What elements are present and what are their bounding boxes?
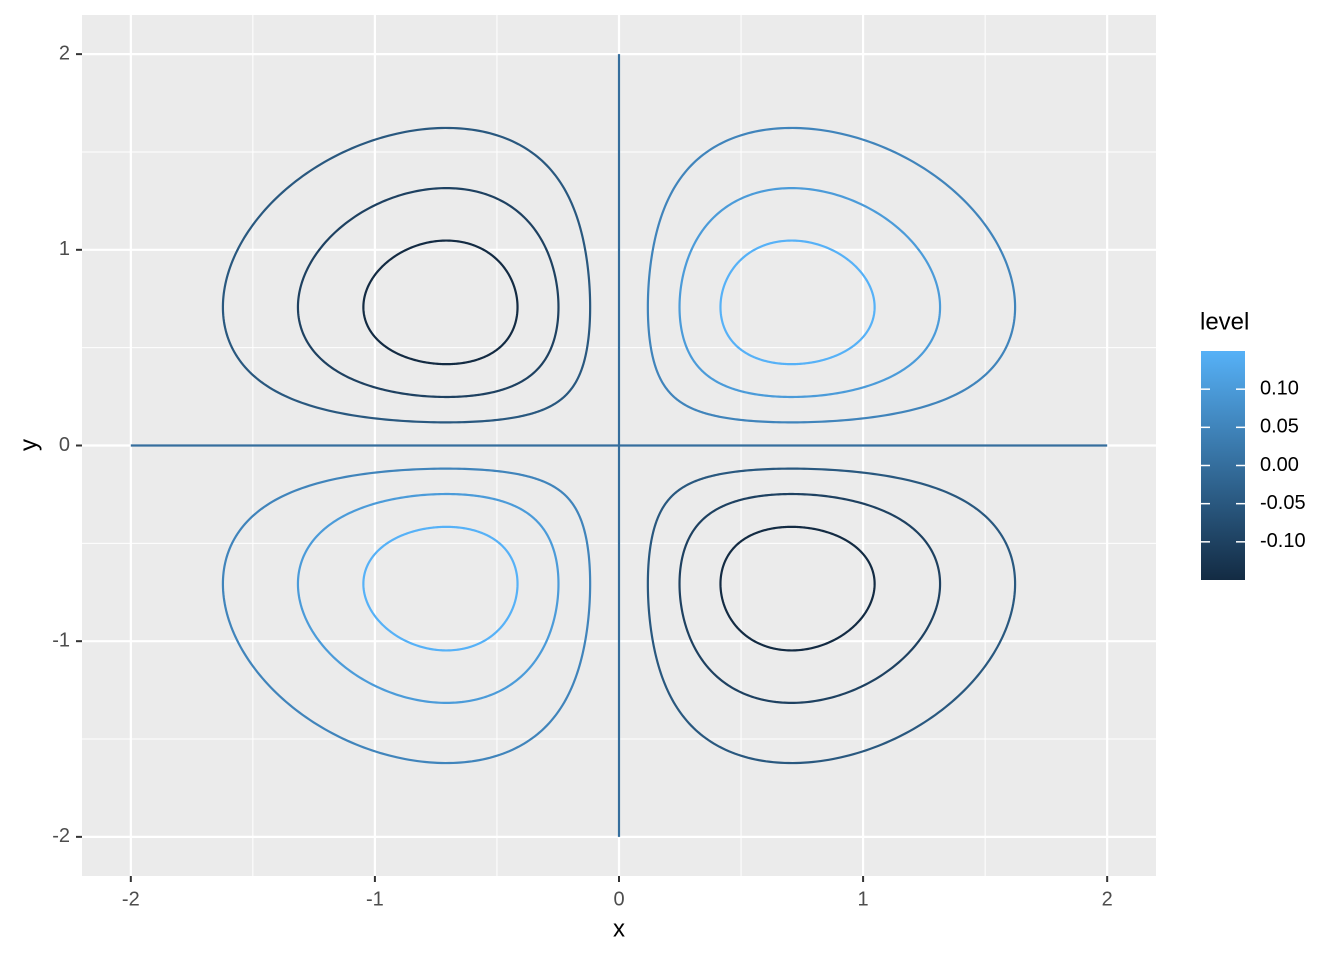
contour-line [221,467,592,765]
y-tick-label: 1 [59,238,70,260]
x-tick-label: -2 [122,888,140,910]
y-tick-label: 2 [59,42,70,64]
contour-line [296,492,560,704]
y-tick-label: -1 [52,629,70,651]
y-axis-title: y [15,439,42,451]
legend-title: level [1200,308,1249,335]
contour-line [296,187,560,399]
legend-label: -0.10 [1260,530,1306,552]
contour-line [646,126,1017,424]
contour-line [719,525,876,652]
x-tick-label: 2 [1102,888,1113,910]
contour-line [221,126,592,424]
legend-label: 0.00 [1260,454,1299,476]
x-axis-title: x [613,915,625,942]
y-tick-label: 0 [59,434,70,456]
legend-label: 0.05 [1260,416,1299,438]
legend-label: -0.05 [1260,492,1306,514]
x-tick-label: 0 [613,888,624,910]
contour-line [362,239,519,366]
contour-line [678,492,942,704]
legend-label: 0.10 [1260,377,1299,399]
contour-line [362,525,519,652]
x-tick-label: -1 [366,888,384,910]
x-tick-label: 1 [858,888,869,910]
contour-line [719,239,876,366]
contour-line [678,187,942,399]
y-tick-label: -2 [52,825,70,847]
contour-line [646,467,1017,765]
